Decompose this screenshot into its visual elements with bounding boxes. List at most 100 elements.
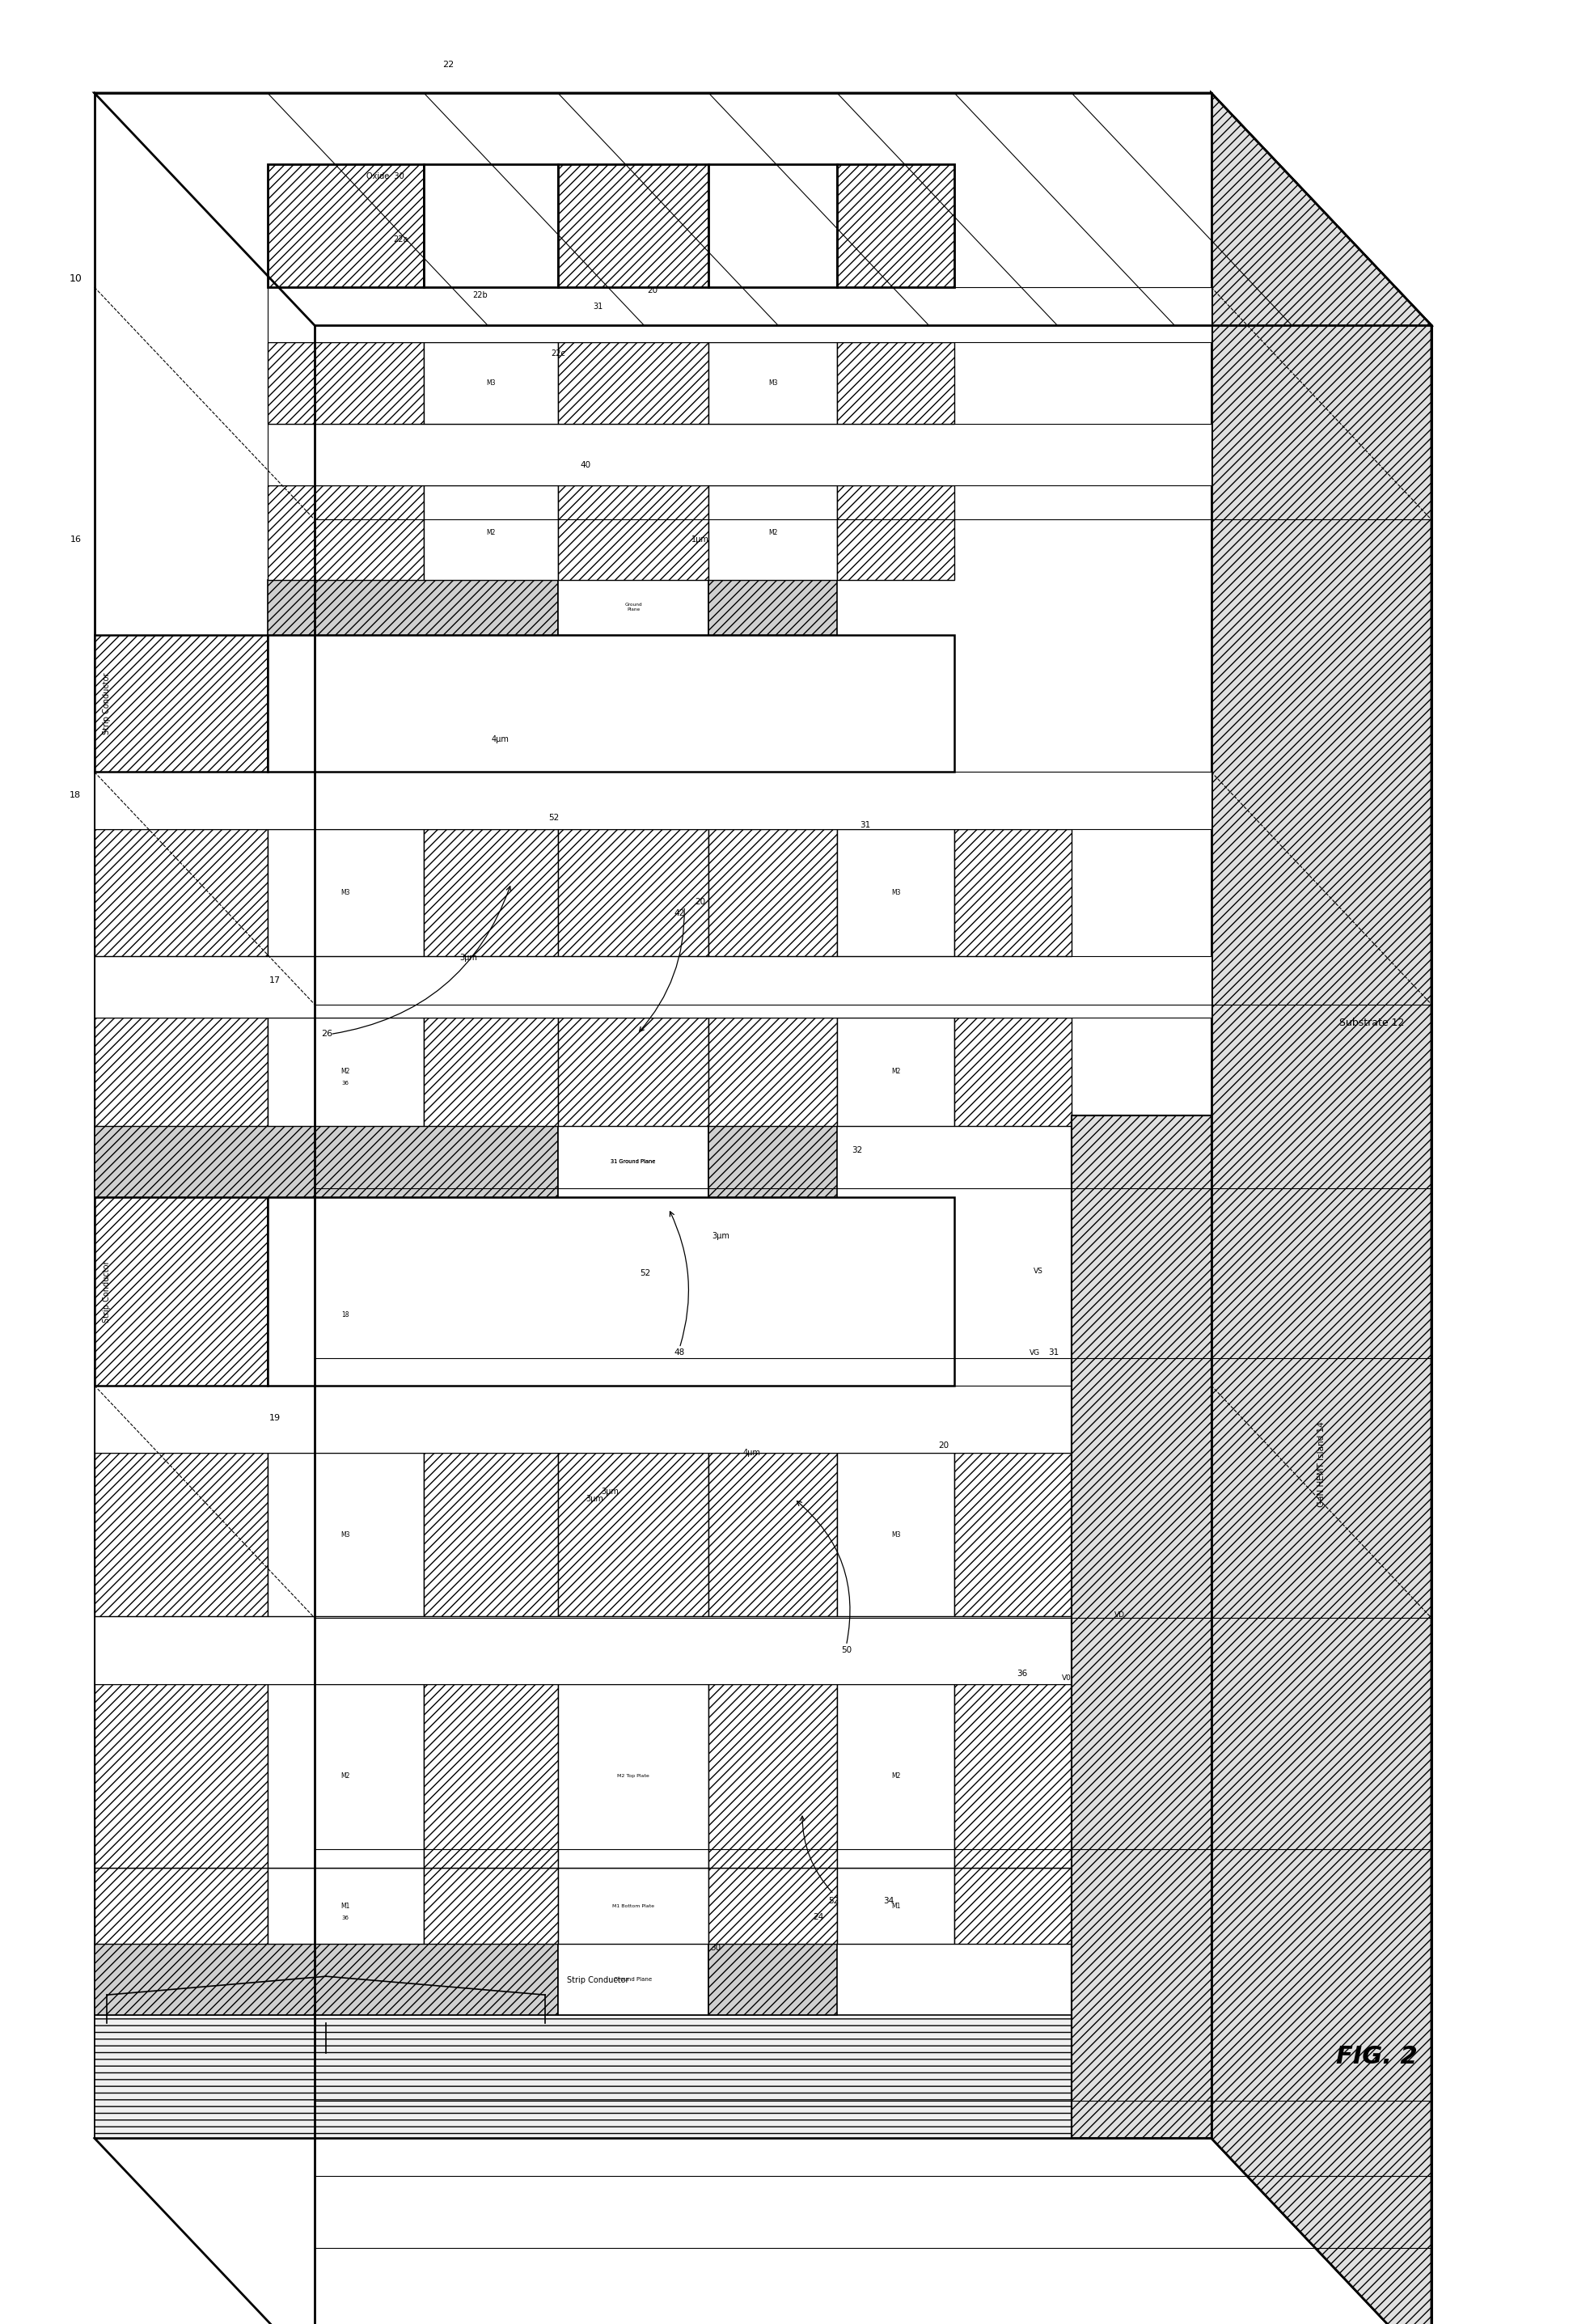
Text: M2 Top Plate: M2 Top Plate bbox=[617, 1773, 650, 1778]
Text: 22c: 22c bbox=[551, 349, 566, 358]
Bar bbox=[558, 579, 708, 634]
Text: 50: 50 bbox=[842, 1645, 851, 1655]
Bar bbox=[708, 1868, 837, 1943]
Bar bbox=[708, 579, 837, 634]
Text: 10: 10 bbox=[69, 274, 82, 284]
Bar bbox=[94, 955, 1211, 1018]
Bar bbox=[267, 830, 423, 955]
Polygon shape bbox=[423, 93, 779, 325]
Bar bbox=[267, 165, 423, 288]
Text: 22a: 22a bbox=[393, 235, 409, 244]
Bar bbox=[708, 1125, 837, 1197]
Bar bbox=[955, 1868, 1071, 1943]
Text: 36: 36 bbox=[341, 1081, 349, 1085]
Bar bbox=[423, 1685, 558, 1868]
Bar bbox=[955, 1685, 1071, 1868]
Polygon shape bbox=[1211, 93, 1431, 2324]
Text: M2: M2 bbox=[892, 1069, 900, 1076]
Bar bbox=[94, 1868, 267, 1943]
Text: M1 Bottom Plate: M1 Bottom Plate bbox=[612, 1903, 654, 1908]
Text: 52: 52 bbox=[640, 1269, 650, 1278]
Polygon shape bbox=[1211, 93, 1431, 2324]
Text: VD: VD bbox=[1115, 1611, 1125, 1620]
Bar bbox=[267, 425, 1211, 486]
Text: M3: M3 bbox=[890, 890, 900, 897]
Text: 42: 42 bbox=[675, 909, 684, 918]
Bar bbox=[94, 2015, 1211, 2138]
Bar bbox=[558, 1868, 708, 1943]
Bar bbox=[708, 1943, 837, 2015]
Text: 3μm: 3μm bbox=[711, 1232, 730, 1241]
Bar bbox=[558, 1943, 708, 2015]
Text: 48: 48 bbox=[675, 1348, 684, 1357]
Bar bbox=[708, 1018, 837, 1125]
Text: 20: 20 bbox=[648, 286, 658, 295]
Polygon shape bbox=[94, 93, 488, 325]
Text: M3: M3 bbox=[341, 1532, 351, 1538]
Bar bbox=[837, 342, 955, 425]
Bar bbox=[837, 1868, 955, 1943]
Bar bbox=[423, 1018, 558, 1125]
Bar bbox=[94, 1385, 1211, 1452]
Bar bbox=[94, 1618, 1211, 1685]
Text: FIG. 2: FIG. 2 bbox=[1335, 2045, 1417, 2068]
Bar bbox=[708, 165, 837, 288]
Bar bbox=[558, 486, 708, 579]
Bar bbox=[267, 288, 1211, 342]
Bar bbox=[94, 830, 267, 955]
Bar bbox=[94, 93, 1211, 2138]
Bar bbox=[267, 1197, 955, 1385]
Bar bbox=[267, 1452, 423, 1618]
Text: GaN HEMT Island 14: GaN HEMT Island 14 bbox=[1317, 1422, 1326, 1506]
Text: 4μm: 4μm bbox=[742, 1448, 761, 1457]
Text: M1: M1 bbox=[341, 1903, 351, 1910]
Text: M2: M2 bbox=[768, 530, 777, 537]
Bar bbox=[94, 1197, 267, 1385]
Text: 4μm: 4μm bbox=[491, 734, 510, 744]
Bar bbox=[267, 1868, 423, 1943]
Polygon shape bbox=[267, 93, 643, 325]
Bar bbox=[423, 830, 558, 955]
Bar bbox=[955, 830, 1071, 955]
Text: 3μm: 3μm bbox=[459, 953, 478, 962]
Text: M2: M2 bbox=[892, 1773, 900, 1780]
Text: VS: VS bbox=[1033, 1267, 1043, 1276]
Text: 17: 17 bbox=[269, 976, 282, 985]
Bar bbox=[423, 342, 558, 425]
Bar bbox=[558, 342, 708, 425]
Bar bbox=[267, 342, 423, 425]
Text: 3μm: 3μm bbox=[601, 1487, 620, 1497]
Bar bbox=[94, 772, 1211, 830]
Text: 22: 22 bbox=[442, 60, 455, 70]
Bar bbox=[94, 1125, 558, 1197]
Text: 34: 34 bbox=[884, 1896, 893, 1906]
Text: 20: 20 bbox=[939, 1441, 949, 1450]
Text: 36: 36 bbox=[341, 1915, 349, 1920]
Text: 18: 18 bbox=[341, 1311, 349, 1318]
Text: 20: 20 bbox=[695, 897, 705, 906]
Polygon shape bbox=[708, 93, 1057, 325]
Text: M2: M2 bbox=[486, 530, 495, 537]
Text: Strip Conductor: Strip Conductor bbox=[566, 1975, 629, 1985]
Bar bbox=[1071, 1116, 1211, 2138]
Text: 31 Ground Plane: 31 Ground Plane bbox=[610, 1160, 656, 1164]
Bar bbox=[837, 165, 955, 288]
Text: V0: V0 bbox=[1062, 1673, 1071, 1683]
Bar bbox=[267, 1018, 423, 1125]
Text: 18: 18 bbox=[69, 790, 82, 799]
Text: 24: 24 bbox=[813, 1913, 823, 1922]
Text: 31: 31 bbox=[593, 302, 602, 311]
Bar bbox=[94, 1685, 267, 1868]
Bar bbox=[558, 1125, 708, 1197]
Text: 19: 19 bbox=[269, 1413, 282, 1422]
Bar bbox=[955, 1018, 1071, 1125]
Text: Ground Plane: Ground Plane bbox=[613, 1978, 653, 1982]
Text: M3: M3 bbox=[768, 379, 777, 388]
Text: Substrate 12: Substrate 12 bbox=[1339, 1018, 1405, 1027]
Text: 32: 32 bbox=[853, 1146, 862, 1155]
Bar bbox=[267, 634, 955, 772]
Text: 1μm: 1μm bbox=[691, 535, 709, 544]
Text: 16: 16 bbox=[69, 535, 82, 544]
Bar bbox=[267, 486, 423, 579]
Text: Ground
Plane: Ground Plane bbox=[624, 602, 642, 611]
